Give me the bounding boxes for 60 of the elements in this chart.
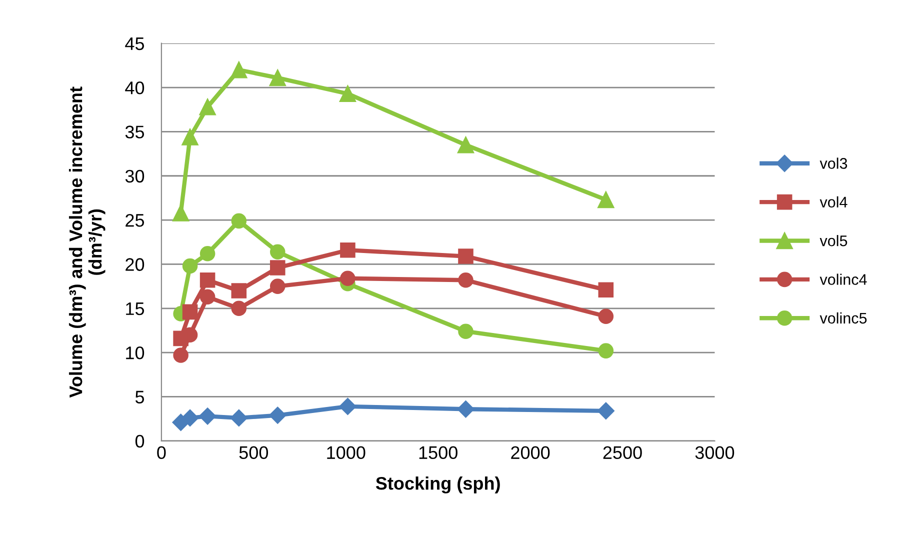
point (230, 409, 248, 426)
point (231, 213, 247, 229)
point (200, 272, 216, 288)
y-tick-label: 30 (125, 170, 144, 183)
y-tick-label: 0 (135, 434, 144, 448)
point (340, 270, 356, 286)
legend-label: vol4 (820, 196, 848, 208)
point (458, 272, 474, 288)
point (340, 242, 356, 258)
y-axis-title: Volume (dm³) and Volume increment (dm³/yr) (68, 86, 106, 398)
point (270, 260, 286, 276)
x-tick-label: 500 (239, 446, 268, 460)
point (199, 408, 216, 425)
point (598, 308, 614, 324)
point (458, 324, 474, 340)
x-tick-label: 2000 (511, 446, 550, 460)
y-tick-label: 10 (126, 346, 144, 360)
point (230, 62, 248, 78)
point (457, 400, 474, 418)
point (231, 283, 247, 298)
y-tick-label: 45 (125, 37, 144, 50)
legend-label: volinc4 (820, 274, 867, 285)
legend-label: vol5 (820, 235, 848, 246)
point (598, 282, 614, 298)
x-tick-label: 2500 (603, 446, 642, 460)
legend-label: vol3 (820, 158, 848, 169)
x-tick-label: 3000 (695, 446, 734, 460)
point (339, 85, 356, 102)
legend-label: volinc5 (820, 312, 867, 324)
y-tick-label: 35 (125, 126, 144, 138)
point (182, 304, 198, 320)
point (458, 248, 474, 264)
point (598, 343, 614, 358)
point (598, 191, 614, 208)
point (182, 258, 198, 274)
point (231, 300, 247, 316)
y-tick-label: 15 (126, 302, 144, 316)
point (200, 289, 216, 305)
x-tick-label: 0 (157, 446, 166, 460)
point (270, 244, 286, 260)
point (339, 398, 356, 416)
x-tick-label: 1500 (419, 446, 458, 460)
point (457, 136, 474, 154)
y-tick-label: 20 (126, 258, 144, 271)
y-tick-label: 5 (135, 390, 144, 404)
point (269, 69, 286, 86)
point (172, 204, 190, 222)
y-tick-label: 40 (125, 81, 144, 94)
x-axis-title: Stocking (sph) (376, 476, 500, 494)
point (200, 246, 216, 262)
point (597, 402, 614, 420)
point (181, 409, 199, 426)
point (173, 330, 188, 346)
point (270, 278, 286, 294)
x-tick-label: 1000 (327, 446, 366, 460)
point (269, 406, 286, 424)
point (182, 128, 198, 146)
y-tick-label: 25 (126, 214, 144, 227)
point (199, 98, 216, 116)
point (173, 348, 188, 363)
